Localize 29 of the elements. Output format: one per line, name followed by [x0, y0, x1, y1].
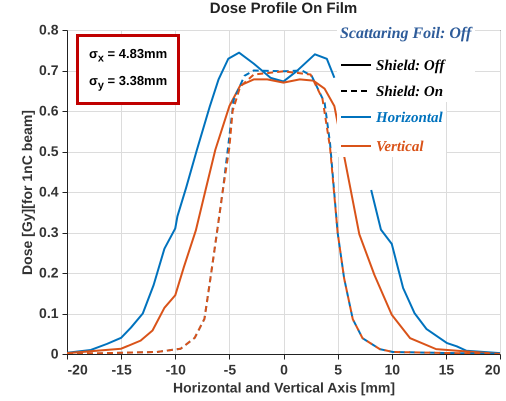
- annotation: Shield: Off: [376, 58, 446, 74]
- y-tick-label: 0.2: [39, 264, 59, 280]
- text-box: σ$_{x}$ = 4.83mm σ$_{y}$ = 3.38mm: [76, 34, 180, 106]
- x-tick-label: -5: [224, 362, 236, 378]
- annotation: Shield: On: [376, 84, 444, 100]
- x-tick-label: -20: [68, 362, 88, 378]
- y-tick-label: 0.1: [39, 305, 59, 321]
- x-tick-label: 10: [384, 362, 400, 378]
- y-tick-label: 0.5: [39, 143, 59, 159]
- y-tick-label: 0.6: [39, 102, 59, 118]
- x-tick-label: 20: [484, 362, 501, 378]
- chart-title: Dose Profile On Film: [210, 0, 358, 17]
- y-tick-label: 0.3: [39, 224, 59, 240]
- x-tick-label: -15: [112, 362, 132, 378]
- y-tick-label: 0.7: [39, 62, 59, 78]
- y-tick-label: 0: [50, 346, 59, 362]
- annotation: σ$_{x}$ = 4.83mm: [89, 45, 168, 67]
- x-tick-label: -10: [166, 362, 186, 378]
- y-tick-label: 0.4: [39, 184, 59, 200]
- annotation: σ$_{y}$ = 3.38mm: [89, 72, 168, 94]
- x-tick-label: 5: [334, 362, 342, 378]
- y-axis-title: Dose [Gy][for 1nC beam]: [19, 110, 36, 275]
- x-tick-label: 15: [438, 362, 454, 378]
- x-axis-title: Horizontal and Vertical Axis [mm]: [173, 380, 395, 396]
- legend-label: Horizontal: [375, 110, 444, 126]
- legend-title: Scattaring Foil: Off: [340, 25, 473, 42]
- x-tick-label: 0: [280, 362, 288, 378]
- legend-label: Vertical: [376, 139, 424, 155]
- y-tick-label: 0.8: [39, 22, 59, 38]
